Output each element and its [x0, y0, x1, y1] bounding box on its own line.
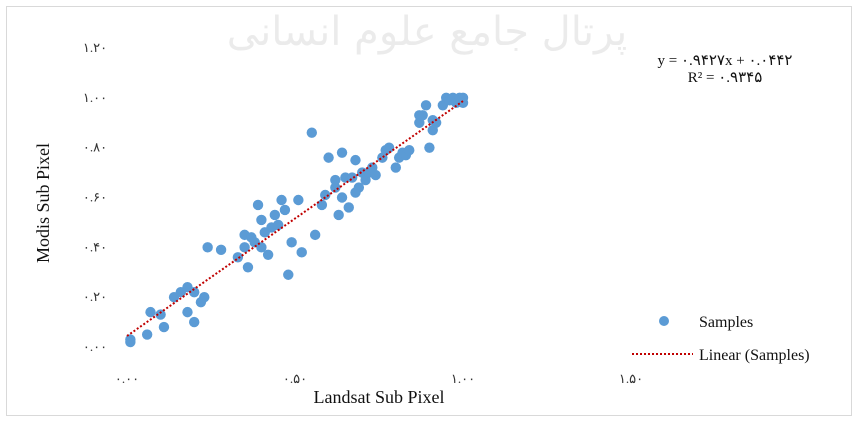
sample-point	[330, 182, 341, 193]
chart-frame: پرتال جامع علوم انسانی ۰.۰۰ ۰.۲۰ ۰.۴۰ ۰.۶۰ ۰…	[6, 6, 852, 416]
sample-point	[420, 100, 432, 111]
y-tick-labels: ۰.۰۰ ۰.۲۰ ۰.۴۰ ۰.۶۰ ۰.۸۰ ۱.۰۰ ۱.۲۰	[83, 40, 107, 354]
sample-point	[279, 204, 291, 216]
y-tick-label: ۰.۸۰	[83, 140, 107, 155]
sample-point	[417, 110, 428, 121]
sample-point	[283, 269, 294, 280]
sample-point	[262, 249, 274, 261]
sample-point	[343, 202, 354, 213]
sample-point	[306, 127, 317, 138]
sample-point	[141, 329, 153, 340]
sample-point	[346, 172, 358, 183]
y-tick-label: ۰.۴۰	[83, 239, 107, 254]
sample-point	[215, 244, 227, 256]
sample-point	[333, 209, 344, 221]
sample-point	[320, 189, 331, 201]
sample-point	[370, 169, 381, 181]
sample-point	[296, 247, 307, 258]
sample-point	[430, 117, 442, 128]
r-squared-label: R² = ۰.۹۳۴۵	[688, 70, 763, 86]
sample-point	[199, 291, 210, 303]
sample-point	[155, 309, 166, 320]
sample-point	[252, 199, 264, 211]
sample-point	[293, 194, 304, 206]
x-tick-label: ۰.۵۰	[283, 371, 307, 386]
legend-label-linear: Linear (Samples)	[699, 347, 810, 364]
sample-point	[232, 252, 244, 263]
sample-point	[242, 262, 254, 273]
x-tick-label: ۱.۰۰	[451, 371, 475, 386]
x-tick-label: ۱.۵۰	[619, 371, 643, 386]
regression-equation: y = ۰.۹۴۲۷x + ۰.۰۴۴۲	[658, 53, 793, 69]
sample-point	[323, 152, 334, 163]
legend-label-samples: Samples	[699, 314, 753, 331]
y-tick-label: ۱.۲۰	[83, 40, 107, 55]
sample-point	[330, 174, 341, 186]
sample-point	[256, 214, 267, 226]
x-axis-title: Landsat Sub Pixel	[314, 387, 445, 407]
sample-point	[276, 194, 287, 206]
legend-marker-samples	[659, 316, 669, 326]
x-tick-labels: ۰.۰۰ ۰.۵۰ ۱.۰۰ ۱.۵۰	[115, 371, 643, 386]
sample-point	[353, 182, 365, 193]
sample-point	[336, 192, 348, 203]
sample-point	[189, 286, 200, 298]
sample-point	[158, 321, 170, 333]
sample-point	[202, 242, 213, 253]
sample-points	[125, 92, 469, 348]
sample-point	[390, 162, 401, 173]
sample-point	[189, 316, 200, 328]
sample-point	[125, 334, 136, 345]
watermark-text: پرتال جامع علوم انسانی	[227, 9, 628, 55]
sample-point	[424, 142, 435, 153]
sample-point	[269, 209, 281, 221]
sample-point	[457, 92, 469, 104]
y-tick-label: ۱.۰۰	[83, 90, 107, 105]
sample-point	[350, 154, 361, 166]
sample-point	[404, 144, 415, 156]
x-tick-label: ۰.۰۰	[115, 371, 139, 386]
y-axis-title: Modis Sub Pixel	[33, 143, 53, 263]
sample-point	[145, 306, 156, 318]
scatter-chart: پرتال جامع علوم انسانی ۰.۰۰۰.۲۰۰.۴۰۰.۶۰۰…	[33, 9, 810, 407]
linear-trendline	[126, 100, 464, 337]
y-tick-label: ۰.۶۰	[83, 190, 107, 205]
y-tick-label: ۰.۲۰	[83, 289, 107, 304]
sample-point	[239, 242, 250, 253]
y-tick-label: ۰.۰۰	[83, 339, 107, 354]
legend: Samples Linear (Samples)	[632, 314, 810, 364]
sample-point	[182, 306, 193, 318]
sample-point	[336, 147, 348, 158]
sample-point	[309, 229, 321, 241]
sample-point	[286, 237, 297, 248]
sample-point	[316, 199, 328, 211]
sample-point	[383, 142, 395, 153]
